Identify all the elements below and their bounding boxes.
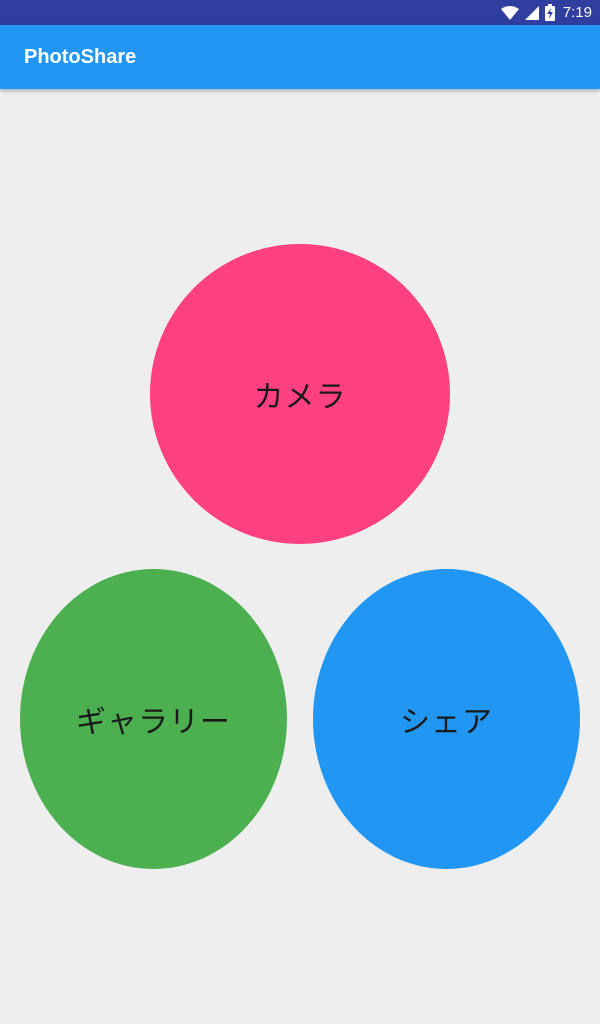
camera-button-label: カメラ [253,380,347,415]
status-time: 7:19 [562,4,592,21]
battery-charging-icon [544,4,555,21]
share-button-label: シェア [400,705,493,740]
wifi-icon [500,5,519,20]
gallery-button-label: ギャラリー [76,705,231,740]
gallery-button[interactable]: ギャラリー [20,569,287,869]
share-button[interactable]: シェア [313,569,580,869]
signal-icon [524,5,539,20]
camera-button[interactable]: カメラ [150,244,450,544]
app-title: PhotoShare [24,46,137,68]
app-bar: PhotoShare [0,25,600,89]
status-bar: 7:19 [0,0,600,25]
status-icons: 7:19 [500,3,592,22]
